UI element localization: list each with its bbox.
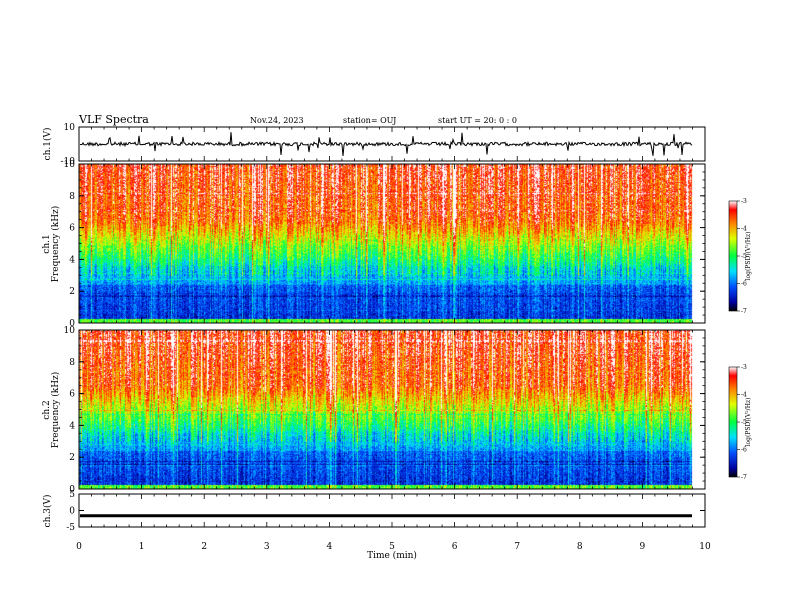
ch1-spectrogram-yticks: 0 2 4 6 8 10 bbox=[64, 160, 706, 329]
ytick-label: 10 bbox=[64, 326, 76, 336]
xtick-label: 1 bbox=[139, 542, 145, 552]
colorbar-tick-label: -4 bbox=[741, 226, 747, 233]
ch1-spectrogram-ylabel-frequency: Frequency (kHz) bbox=[50, 206, 61, 283]
ytick-label: 2 bbox=[69, 287, 75, 297]
ch1-yticks: 10-10 bbox=[61, 123, 706, 167]
ch2-spectrogram-ylabel-frequency: Frequency (kHz) bbox=[50, 372, 61, 449]
ytick-label: 2 bbox=[69, 453, 75, 463]
date-label: Nov.24, 2023 bbox=[250, 116, 304, 125]
xtick-label: 8 bbox=[577, 542, 583, 552]
ch1-waveform-panel: 10-10 ch.1(V) bbox=[42, 123, 706, 167]
xtick-label: 10 bbox=[699, 542, 711, 552]
ytick-label: 0 bbox=[69, 319, 75, 329]
ch1-colorbar-ticks: -3 -4 -5 -6 -7 bbox=[737, 198, 747, 315]
colorbar-tick-label: -6 bbox=[741, 281, 747, 288]
ytick-label: 8 bbox=[69, 358, 75, 368]
start-time-label: start UT = 20: 0 : 0 bbox=[438, 116, 517, 125]
ytick-label: 6 bbox=[69, 224, 75, 234]
xtick-label: 2 bbox=[201, 542, 207, 552]
ch2-spectrogram-image bbox=[79, 330, 705, 489]
colorbar-tick-label: -7 bbox=[741, 474, 747, 481]
ytick-label: -10 bbox=[61, 157, 76, 167]
figure-title: VLF Spectra bbox=[78, 113, 149, 126]
ytick-label: 4 bbox=[69, 421, 75, 431]
ch1-colorbar-label: log(PSD)(V²/Hz) bbox=[745, 232, 752, 281]
ch2-colorbar-ticks: -3 -4 -5 -6 -7 bbox=[737, 364, 747, 481]
ch1-colorbar-bar bbox=[728, 200, 738, 312]
colorbar-tick-label: -6 bbox=[741, 447, 747, 454]
ch2-spectrogram-yticks: 0 2 4 6 8 10 bbox=[64, 326, 706, 495]
ytick-label: -5 bbox=[66, 523, 75, 533]
ch1-spectrogram-ylabel-channel: ch.1 bbox=[42, 234, 52, 253]
xtick-label: 5 bbox=[389, 542, 395, 552]
ch2-colorbar-label: log(PSD)(V²/Hz) bbox=[745, 398, 752, 447]
xtick-label: 3 bbox=[264, 542, 270, 552]
ch3-waveform-ylabel: ch.3(V) bbox=[42, 495, 53, 528]
ytick-label: 10 bbox=[64, 160, 76, 170]
colorbar-tick-label: -7 bbox=[741, 308, 747, 315]
colorbar-tick-label: -4 bbox=[741, 392, 747, 399]
ch1-waveform-trace bbox=[80, 132, 693, 157]
colorbar-tick-label: -5 bbox=[741, 419, 747, 426]
ch2-colorbar-bar bbox=[728, 366, 738, 478]
ytick-label: 6 bbox=[69, 390, 75, 400]
xtick-label: 0 bbox=[76, 542, 82, 552]
ytick-label: 4 bbox=[69, 255, 75, 265]
ch1-spectrogram-image bbox=[79, 164, 705, 323]
colorbar-tick-label: -5 bbox=[741, 253, 747, 260]
ch2-spectrogram-panel: 0 2 4 6 8 10 ch.2 Frequency (kHz) bbox=[42, 326, 706, 495]
ch1-waveform-ylabel: ch.1(V) bbox=[42, 128, 53, 161]
ch3-waveform-panel: 5 0 -5 ch.3(V) bbox=[42, 490, 706, 533]
time-axis: 0 1 2 3 4 5 6 7 8 9 10 bbox=[76, 542, 711, 552]
ytick-label: 0 bbox=[69, 507, 75, 517]
ch1-spectrogram-panel: 0 2 4 6 8 10 ch.1 Frequency (kHz) bbox=[42, 160, 706, 329]
ch2-colorbar: -3 -4 -5 -6 -7 log(PSD)(V²/Hz) bbox=[728, 364, 752, 481]
xtick-label: 7 bbox=[514, 542, 520, 552]
ch3-yticks: 5 0 -5 bbox=[66, 490, 706, 533]
time-axis-label: Time (min) bbox=[367, 550, 417, 561]
xtick-label: 4 bbox=[327, 542, 333, 552]
ch1-colorbar: -3 -4 -5 -6 -7 log(PSD)(V²/Hz) bbox=[728, 198, 752, 315]
ch2-spectrogram-ylabel-channel: ch.2 bbox=[42, 400, 52, 419]
ytick-label: 5 bbox=[69, 490, 75, 500]
ytick-label: 0 bbox=[69, 485, 75, 495]
station-label: station= OUJ bbox=[343, 116, 396, 125]
xtick-label: 6 bbox=[452, 542, 458, 552]
ytick-label: 8 bbox=[69, 192, 75, 202]
ytick-label: 10 bbox=[64, 123, 76, 133]
colorbar-tick-label: -3 bbox=[741, 198, 747, 205]
xtick-label: 9 bbox=[640, 542, 646, 552]
colorbar-tick-label: -3 bbox=[741, 364, 747, 371]
